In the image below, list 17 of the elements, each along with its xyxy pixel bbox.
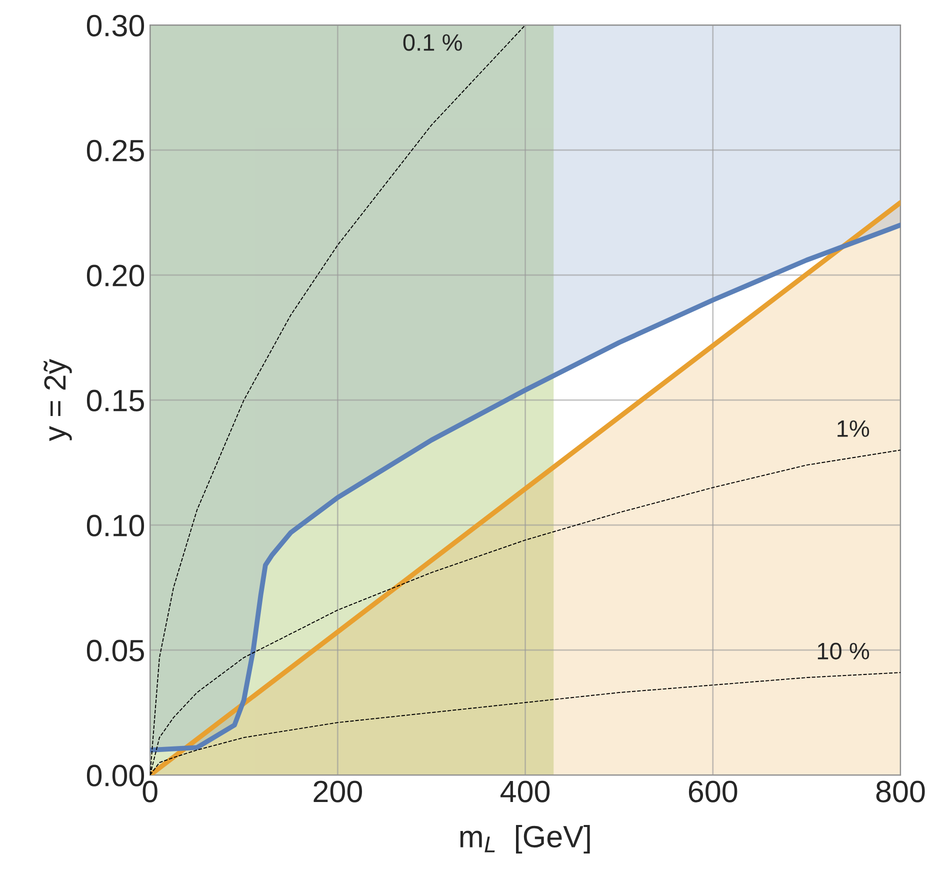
series-label: 1% xyxy=(838,420,870,437)
series-label: 0.1 % xyxy=(403,34,462,51)
series-label: 10 % xyxy=(818,642,870,660)
y-tick-label: 0.20 xyxy=(86,264,144,286)
x-tick-label: 200 xyxy=(314,780,362,802)
x-tick-label: 0 xyxy=(142,780,158,802)
y-tick-label: 0.05 xyxy=(86,640,144,662)
x-tick-label: 600 xyxy=(688,780,738,802)
y-tick-label: 0.30 xyxy=(86,14,144,36)
y-tick-label: 0.00 xyxy=(86,764,144,786)
y-tick-label: 0.25 xyxy=(86,140,144,162)
y-tick-label: 0.15 xyxy=(86,390,144,412)
x-axis-title: m$_{L}$ [GeV] xyxy=(460,825,590,854)
x-tick-label: 400 xyxy=(500,780,550,802)
x-tick-label: 800 xyxy=(876,780,925,802)
y-tick-label: 0.10 xyxy=(86,514,144,536)
y-axis-title: y = 2ỹ xyxy=(44,358,72,442)
